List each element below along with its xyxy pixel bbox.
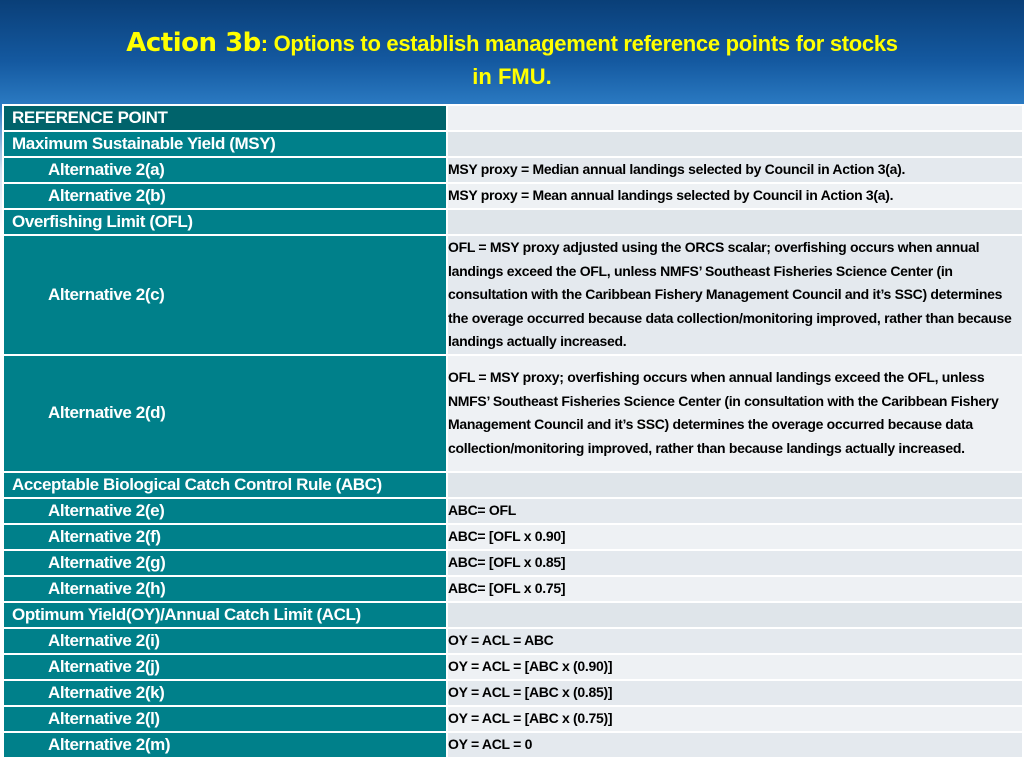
alternative-cell: Alternative 2(m) [2,730,448,759]
value-cell: OY = ACL = [ABC x (0.85)] [446,678,1024,707]
value-cell: OY = ACL = 0 [446,730,1024,759]
alternative-cell: Alternative 2(a) [2,156,448,184]
title-action-label: Action 3b [126,28,261,58]
value-cell: OY = ACL = [ABC x (0.90)] [446,652,1024,681]
table-row-msy: Maximum Sustainable Yield (MSY) [2,130,1024,158]
table-row-alt-2m: Alternative 2(m) OY = ACL = 0 [2,730,1024,759]
row-label: Alternative 2(f) [48,526,161,546]
row-label: Alternative 2(k) [48,682,165,702]
table-row-alt-2e: Alternative 2(e) ABC= OFL [2,496,1024,525]
table-row-alt-2j: Alternative 2(j) OY = ACL = [ABC x (0.90… [2,652,1024,681]
table-row-alt-2k: Alternative 2(k) OY = ACL = [ABC x (0.85… [2,678,1024,707]
value-cell [446,208,1024,236]
slide-title: Action 3b: Options to establish manageme… [0,28,1024,92]
value-cell [446,130,1024,158]
value-cell: ABC= [OFL x 0.75] [446,574,1024,603]
row-label: Optimum Yield(OY)/Annual Catch Limit (AC… [12,604,361,624]
title-text: : Options to establish management refere… [260,31,898,56]
alternative-cell: Alternative 2(k) [2,678,448,707]
table-row-ofl: Overfishing Limit (OFL) [2,208,1024,236]
row-label: Overfishing Limit (OFL) [12,212,193,231]
table-row-alt-2c: Alternative 2(c) OFL = MSY proxy adjuste… [2,234,1024,356]
title-text-line2: in FMU. [472,64,552,89]
table-row-alt-2g: Alternative 2(g) ABC= [OFL x 0.85] [2,548,1024,577]
row-label: Maximum Sustainable Yield (MSY) [12,134,276,153]
category-cell: Overfishing Limit (OFL) [2,208,448,236]
value-cell: ABC= [OFL x 0.90] [446,522,1024,551]
reference-points-table: REFERENCE POINT Maximum Sustainable Yiel… [2,104,1024,759]
header-value-cell [446,104,1024,132]
table-row-alt-2h: Alternative 2(h) ABC= [OFL x 0.75] [2,574,1024,603]
table-row-alt-2l: Alternative 2(l) OY = ACL = [ABC x (0.75… [2,704,1024,733]
row-label: Alternative 2(m) [48,734,171,754]
row-label: Alternative 2(b) [48,186,166,205]
value-cell: OFL = MSY proxy; overfishing occurs when… [446,353,1024,473]
table-row-oy-acl: Optimum Yield(OY)/Annual Catch Limit (AC… [2,600,1024,629]
value-cell [446,470,1024,499]
category-cell: Optimum Yield(OY)/Annual Catch Limit (AC… [2,600,448,629]
value-cell [446,600,1024,629]
alternative-cell: Alternative 2(f) [2,522,448,551]
row-label: Alternative 2(j) [48,656,160,676]
row-label: Alternative 2(d) [48,403,166,422]
row-label: Acceptable Biological Catch Control Rule… [12,474,382,494]
row-label: Alternative 2(h) [48,578,166,598]
table-header-row: REFERENCE POINT [2,104,1024,132]
value-cell: ABC= [OFL x 0.85] [446,548,1024,577]
table-row-alt-2b: Alternative 2(b) MSY proxy = Mean annual… [2,182,1024,210]
row-label: Alternative 2(e) [48,500,165,520]
category-cell: Maximum Sustainable Yield (MSY) [2,130,448,158]
header-label: REFERENCE POINT [12,108,168,127]
value-cell: MSY proxy = Mean annual landings selecte… [446,182,1024,210]
alternative-cell: Alternative 2(l) [2,704,448,733]
value-cell: OY = ACL = [ABC x (0.75)] [446,704,1024,733]
alternative-cell: Alternative 2(c) [2,234,448,356]
header-cell: REFERENCE POINT [2,104,448,132]
alternative-cell: Alternative 2(b) [2,182,448,210]
table-row-abc: Acceptable Biological Catch Control Rule… [2,470,1024,499]
row-label: Alternative 2(i) [48,630,160,650]
row-label: Alternative 2(g) [48,552,166,572]
alternative-cell: Alternative 2(g) [2,548,448,577]
alternative-cell: Alternative 2(e) [2,496,448,525]
alternative-cell: Alternative 2(i) [2,626,448,655]
value-cell: OY = ACL = ABC [446,626,1024,655]
category-cell: Acceptable Biological Catch Control Rule… [2,470,448,499]
row-label: Alternative 2(l) [48,708,160,728]
alternative-cell: Alternative 2(d) [2,353,448,473]
value-cell: ABC= OFL [446,496,1024,525]
table-row-alt-2i: Alternative 2(i) OY = ACL = ABC [2,626,1024,655]
alternative-cell: Alternative 2(h) [2,574,448,603]
value-cell: MSY proxy = Median annual landings selec… [446,156,1024,184]
alternative-cell: Alternative 2(j) [2,652,448,681]
value-cell: OFL = MSY proxy adjusted using the ORCS … [446,234,1024,356]
table-row-alt-2a: Alternative 2(a) MSY proxy = Median annu… [2,156,1024,184]
row-label: Alternative 2(a) [48,160,165,179]
table-row-alt-2f: Alternative 2(f) ABC= [OFL x 0.90] [2,522,1024,551]
row-label: Alternative 2(c) [48,284,165,304]
table-row-alt-2d: Alternative 2(d) OFL = MSY proxy; overfi… [2,353,1024,473]
